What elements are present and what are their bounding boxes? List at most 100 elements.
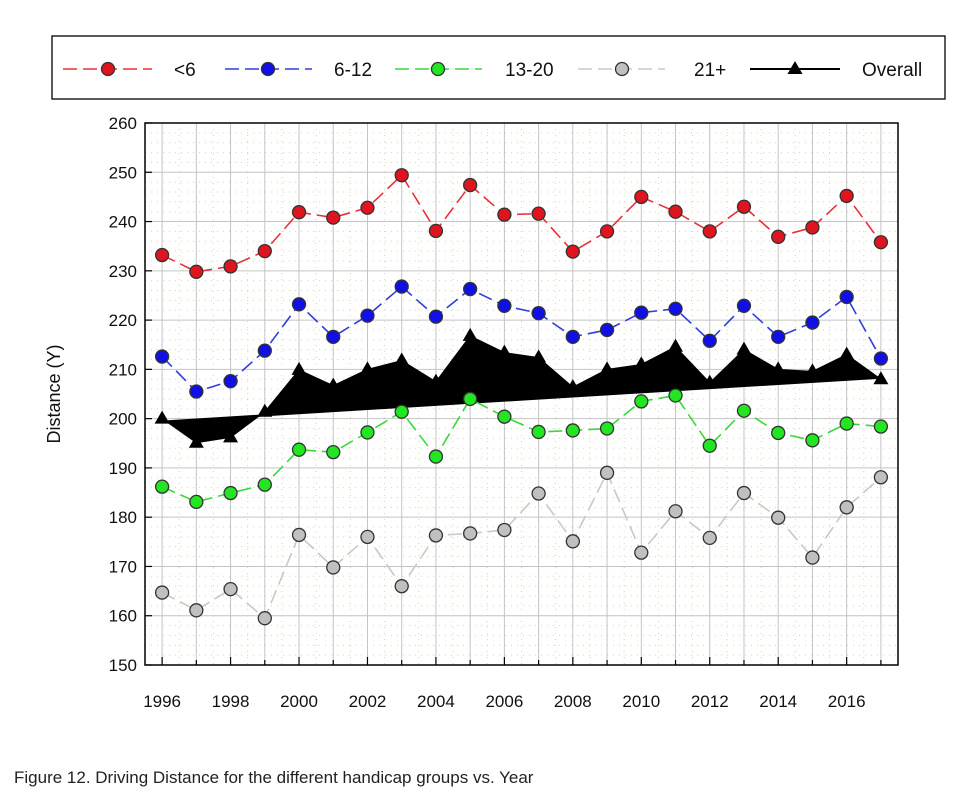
data-point-6 [463,177,478,193]
data-point-21 [257,611,272,626]
data-point-overall [462,327,478,341]
legend: <6 6-12 13-20 21+ Overall [51,35,946,100]
data-point-21 [428,528,444,543]
series-line-6-12 [161,285,882,393]
y-tick-label: 230 [109,262,137,281]
data-point-21 [326,560,341,575]
legend-label: 6-12 [334,60,372,81]
data-point-13-20 [291,442,307,457]
data-point-21 [497,522,512,538]
data-point-overall [325,377,341,391]
data-point-overall [359,361,375,375]
y-tick-label: 200 [109,410,137,429]
y-tick-label: 240 [109,213,137,232]
data-point-13-20 [428,449,444,464]
data-point-13-20 [771,425,786,441]
data-point-6-12 [428,309,444,324]
data-point-21 [599,465,615,480]
y-tick-label: 250 [109,163,137,182]
data-point-overall [257,403,273,417]
data-point-overall [188,434,204,448]
x-tick-label: 1998 [212,692,250,711]
legend-marker [614,61,630,77]
data-point-6 [257,243,272,259]
data-point-6 [805,220,820,235]
y-tick-label: 170 [109,557,137,576]
x-tick-label: 2002 [349,692,387,711]
data-point-6-12 [257,343,272,358]
data-point-21 [736,485,752,501]
data-point-overall [736,341,752,355]
data-point-21 [394,579,409,594]
data-point-21 [531,486,546,501]
data-point-21 [873,470,889,485]
data-point-6-12 [189,384,204,399]
data-point-overall [291,361,307,375]
data-point-6-12 [634,305,649,320]
legend-label: <6 [174,60,196,81]
y-tick-label: 210 [109,360,137,379]
data-point-6 [154,247,170,263]
x-tick-label: 2010 [622,692,660,711]
x-tick-label: 2000 [280,692,318,711]
data-point-6-12 [326,329,341,344]
data-point-13-20 [702,438,717,453]
data-point-13-20 [668,388,683,403]
data-point-6-12 [702,333,717,348]
data-point-6-12 [839,289,854,305]
data-point-13-20 [599,421,615,436]
data-point-21 [223,581,238,597]
data-point-6 [668,204,683,219]
x-tick-label: 2008 [554,692,592,711]
y-tick-label: 190 [109,459,137,478]
x-tick-label: 2016 [828,692,866,711]
legend-label: Overall [862,60,922,81]
data-point-6 [565,244,580,259]
data-point-6 [189,264,204,279]
data-point-6 [291,205,307,220]
data-point-overall [599,361,615,375]
legend-marker [787,61,803,74]
data-point-6-12 [771,329,786,344]
data-point-6 [223,259,238,274]
data-point-21 [634,545,649,560]
y-tick-label: 160 [109,607,137,626]
data-point-6 [702,224,717,239]
plot-frame [144,122,899,666]
legend-label: 21+ [694,60,726,81]
x-tick-label: 2014 [759,692,797,711]
data-point-6 [394,168,409,183]
data-point-13-20 [736,403,752,418]
data-point-13-20 [531,424,546,440]
series-line-6 [161,173,882,273]
data-point-21 [291,527,307,543]
data-point-6-12 [223,374,238,389]
data-point-overall [770,361,786,375]
data-point-6 [873,235,889,250]
data-point-6 [326,210,341,225]
data-point-13-20 [497,409,512,424]
y-axis-title: Distance (Y) [44,344,64,443]
data-point-21 [360,529,375,545]
data-point-overall [496,344,512,358]
x-tick-label: 2006 [485,692,523,711]
data-point-6 [599,224,615,239]
overall-trend-line [162,376,881,423]
data-point-21 [154,585,170,600]
data-point-overall [873,371,889,385]
data-point-6 [736,199,752,214]
data-point-13-20 [189,494,204,510]
data-point-6 [634,189,649,205]
data-point-overall [531,349,547,363]
data-point-13-20 [634,394,649,409]
y-tick-label: 260 [109,114,137,133]
data-point-21 [189,603,204,618]
data-point-6 [428,223,444,239]
y-tick-label: 150 [109,656,137,675]
data-point-overall [633,356,649,370]
data-point-21 [702,530,717,546]
data-point-6-12 [497,298,512,313]
figure-caption: Figure 12. Driving Distance for the diff… [14,768,534,787]
data-point-overall [668,338,684,352]
